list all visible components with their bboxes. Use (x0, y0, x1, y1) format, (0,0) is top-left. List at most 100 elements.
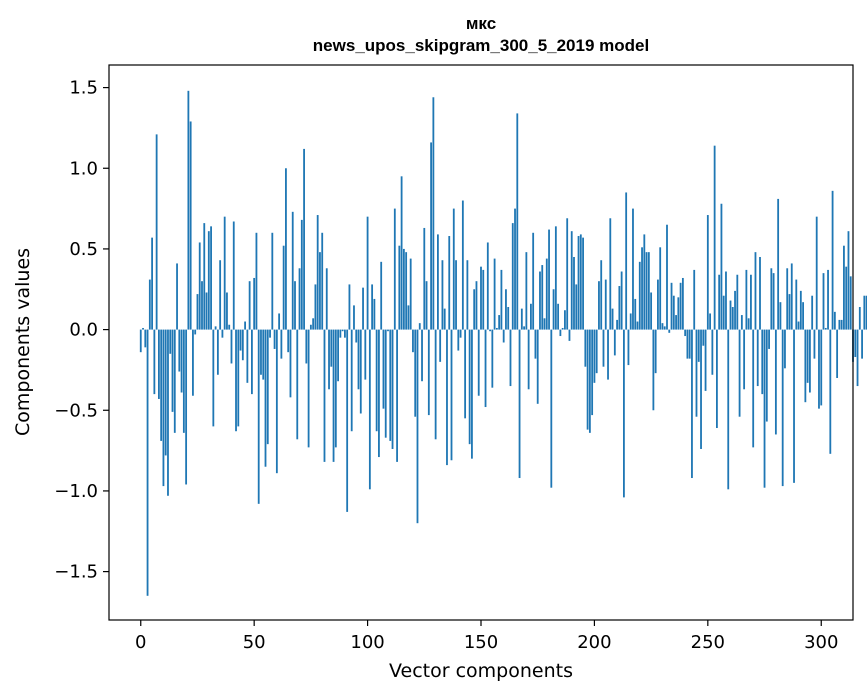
bar-296 (811, 295, 814, 330)
bar-281 (777, 198, 780, 330)
bar-290 (797, 321, 800, 330)
bar-12 (167, 329, 169, 496)
bar-305 (831, 190, 834, 330)
bar-251 (709, 313, 711, 330)
plot-area-frame (108, 64, 854, 621)
bar-236 (675, 315, 677, 330)
bar-248 (702, 329, 705, 346)
bar-37 (223, 216, 226, 330)
bar-91 (346, 329, 349, 512)
bar-180 (548, 229, 550, 330)
y-tick-label: −1.5 (54, 562, 98, 583)
bar-189 (568, 329, 571, 341)
bar-126 (425, 281, 428, 330)
bar-59 (273, 329, 276, 349)
bar-87 (337, 329, 339, 382)
bar-158 (498, 315, 501, 330)
bar-144 (466, 260, 469, 330)
x-axis-ticks: 0 50 100 150 200 250 300 (135, 620, 838, 653)
bar-260 (729, 300, 732, 330)
bar-238 (679, 282, 682, 330)
bar-159 (500, 269, 503, 330)
bar-22 (189, 121, 192, 330)
bar-233 (668, 329, 671, 333)
bar-288 (793, 329, 795, 483)
bar-5 (151, 237, 153, 330)
bar-71 (300, 219, 303, 330)
bar-262 (734, 290, 736, 330)
bar-208 (611, 308, 614, 330)
y-tick-label: 0.5 (69, 239, 98, 260)
bar-176 (539, 271, 541, 330)
bar-156 (493, 258, 496, 330)
y-axis-ticks: −1.5 −1.0 −0.5 0.0 0.5 1.0 1.5 (54, 78, 109, 583)
bar-143 (464, 329, 467, 419)
bar-86 (334, 329, 337, 448)
bar-1 (142, 327, 144, 330)
bar-13 (169, 329, 172, 354)
bar-69 (296, 329, 299, 440)
bar-171 (527, 329, 530, 390)
bar-308 (838, 319, 841, 330)
bar-81 (323, 329, 326, 462)
bar-284 (784, 329, 786, 369)
bar-224 (647, 252, 650, 330)
bar-30 (207, 231, 210, 330)
bar-122 (416, 329, 419, 524)
bar-227 (654, 329, 657, 374)
bar-232 (666, 224, 668, 330)
bar-63 (282, 245, 285, 330)
bar-244 (693, 269, 696, 330)
bar-183 (554, 226, 557, 330)
bar-199 (591, 329, 594, 416)
bar-140 (457, 329, 460, 351)
bar-36 (221, 329, 224, 338)
bar-246 (697, 329, 700, 362)
bar-220 (638, 261, 641, 330)
bar-294 (806, 329, 809, 383)
bar-181 (550, 329, 553, 488)
bar-53 (260, 329, 262, 375)
bar-301 (822, 273, 825, 330)
bar-148 (475, 281, 478, 330)
y-tick-label: 1.5 (69, 78, 98, 99)
bar-307 (836, 329, 839, 378)
bar-33 (214, 326, 217, 330)
bar-237 (677, 297, 680, 330)
bar-286 (788, 294, 791, 330)
bar-62 (280, 329, 283, 359)
bar-0 (139, 329, 142, 353)
bar-231 (663, 326, 666, 330)
bar-60 (275, 329, 278, 474)
bar-85 (332, 329, 335, 462)
y-axis-label: Components values (12, 248, 34, 436)
bar-186 (561, 327, 564, 330)
bar-177 (541, 265, 544, 330)
bar-287 (790, 263, 793, 330)
bar-207 (609, 218, 612, 330)
bar-316 (856, 329, 859, 387)
bar-258 (725, 271, 727, 330)
bar-253 (713, 145, 716, 330)
bar-213 (623, 329, 625, 498)
bar-312 (847, 231, 850, 330)
bar-78 (316, 215, 319, 330)
bar-270 (752, 329, 755, 448)
bar-68 (294, 281, 296, 330)
bar-55 (264, 329, 267, 467)
bar-266 (743, 329, 746, 390)
bar-300 (820, 329, 823, 406)
bar-67 (291, 211, 294, 330)
bar-77 (314, 284, 317, 330)
bar-165 (514, 208, 516, 330)
bar-8 (158, 329, 160, 399)
bar-247 (700, 329, 702, 449)
bar-173 (532, 232, 535, 330)
bar-214 (625, 192, 628, 330)
bar-264 (738, 329, 741, 417)
bar-10 (162, 329, 165, 487)
bar-48 (248, 281, 251, 330)
bar-149 (477, 329, 480, 396)
bar-35 (219, 260, 222, 330)
bar-201 (595, 329, 598, 374)
